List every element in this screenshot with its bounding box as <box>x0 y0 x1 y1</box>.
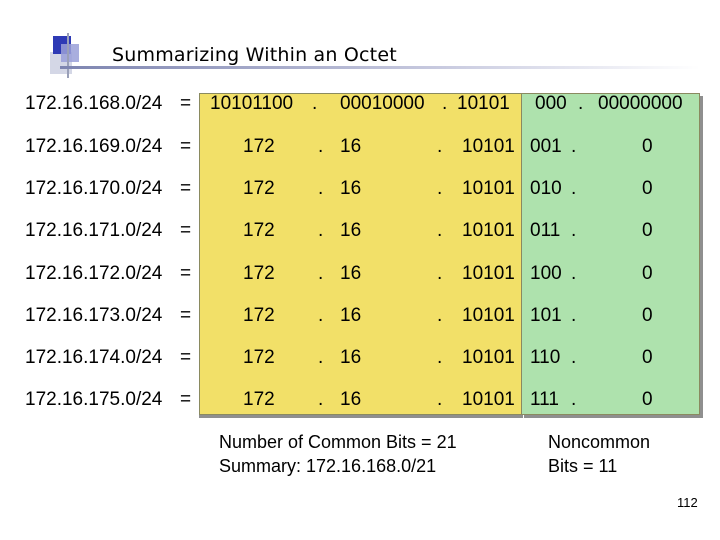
octet-1: 172 <box>243 220 275 242</box>
dot: . <box>571 178 577 200</box>
octet-3-common-bits: 10101 <box>462 220 515 242</box>
octet-3-noncommon-bits: 001 <box>530 136 562 157</box>
dot: . <box>571 347 577 368</box>
octet-1: 10101100 <box>210 93 294 114</box>
dot: . <box>571 220 577 242</box>
dot: . <box>437 220 443 242</box>
octet-2: 16 <box>340 304 362 326</box>
equals-sign: = <box>180 178 192 200</box>
address-row: 172.16.174.0/24 = 172. 16. 10101 110. 0 <box>0 347 720 377</box>
dot: . <box>318 220 324 242</box>
octet-3-common-bits: 10101 <box>462 262 515 284</box>
octet-1: 172 <box>243 347 275 368</box>
dot: . <box>312 93 318 114</box>
address-row: 172.16.169.0/24 = 172. 16. 10101 001. 0 <box>0 136 720 166</box>
octet-3-noncommon-bits: 010 <box>530 178 562 200</box>
octet-3-noncommon-bits: 011 <box>530 220 561 242</box>
network-address: 172.16.174.0/24 <box>25 347 163 368</box>
dot: . <box>437 262 443 284</box>
octet-4: 0 <box>642 347 653 368</box>
equals-sign: = <box>180 262 192 284</box>
octet-3-noncommon-bits: 101 <box>530 304 562 326</box>
address-row: 172.16.175.0/24 = 172. 16. 10101 111. 0 <box>0 389 720 419</box>
octet-3-noncommon-bits: 000 <box>535 93 567 114</box>
slide-logo <box>50 33 100 78</box>
summary-address-row: 172.16.168.0/24 = 10101100 . 00010000 . … <box>0 93 720 123</box>
octet-4: 0 <box>642 304 653 326</box>
dot: . <box>571 136 577 157</box>
network-address: 172.16.171.0/24 <box>25 220 163 242</box>
network-address: 172.16.172.0/24 <box>25 262 163 284</box>
octet-1: 172 <box>243 304 275 326</box>
octet-3-common-bits: 10101 <box>462 136 515 157</box>
noncommon-bits-note: Noncommon Bits = 11 <box>548 432 651 476</box>
octet-3-common-bits: 10101 <box>462 304 515 326</box>
equals-sign: = <box>180 304 192 326</box>
octet-2: 16 <box>340 389 362 411</box>
octet-3-noncommon-bits: 100 <box>530 262 562 284</box>
octet-1: 172 <box>243 262 275 284</box>
octet-2: 16 <box>340 136 362 157</box>
title-underline <box>60 66 700 69</box>
octet-1: 172 <box>243 178 275 200</box>
octet-2: 16 <box>340 347 362 368</box>
dot: . <box>437 304 443 326</box>
noncommon-bits-region <box>521 93 700 415</box>
equals-sign: = <box>180 347 192 368</box>
network-address: 172.16.175.0/24 <box>25 389 163 411</box>
octet-3-common-bits: 10101 <box>457 93 510 114</box>
dot: . <box>437 178 443 200</box>
octet-1: 172 <box>243 136 275 157</box>
address-row: 172.16.172.0/24 = 172. 16. 10101 100. 0 <box>0 263 720 293</box>
dot: . <box>437 389 443 411</box>
common-bits-region <box>199 93 523 415</box>
octet-2: 00010000 <box>340 93 425 114</box>
dot: . <box>571 304 577 326</box>
octet-3-common-bits: 10101 <box>462 389 515 411</box>
equals-sign: = <box>180 93 192 114</box>
octet-3-noncommon-bits: 111 <box>530 389 559 411</box>
address-row: 172.16.171.0/24 = 172. 16. 10101 011. 0 <box>0 220 720 250</box>
network-address: 172.16.168.0/24 <box>25 93 163 114</box>
octet-3-common-bits: 10101 <box>462 178 515 200</box>
address-row: 172.16.173.0/24 = 172. 16. 10101 101. 0 <box>0 305 720 335</box>
octet-3-common-bits: 10101 <box>462 347 515 368</box>
octet-4: 0 <box>642 389 653 411</box>
dot: . <box>437 347 443 368</box>
equals-sign: = <box>180 136 192 157</box>
dot: . <box>578 93 584 114</box>
octet-4: 0 <box>642 178 653 200</box>
equals-sign: = <box>180 220 192 242</box>
dot: . <box>318 136 324 157</box>
network-address: 172.16.170.0/24 <box>25 178 163 200</box>
octet-4: 0 <box>642 220 653 242</box>
octet-2: 16 <box>340 220 362 242</box>
dot: . <box>318 347 324 368</box>
dot: . <box>318 389 324 411</box>
octet-4: 0 <box>642 136 653 157</box>
octet-2: 16 <box>340 178 362 200</box>
dot: . <box>571 389 577 411</box>
dot: . <box>318 262 324 284</box>
dot: . <box>318 178 324 200</box>
octet-1: 172 <box>243 389 275 411</box>
common-bits-note: Number of Common Bits = 21 Summary: 172.… <box>219 432 457 476</box>
equals-sign: = <box>180 389 192 411</box>
octet-4: 00000000 <box>598 93 683 114</box>
dot: . <box>442 93 448 114</box>
dot: . <box>571 262 577 284</box>
dot: . <box>437 136 443 157</box>
octet-3-noncommon-bits: 110 <box>530 347 561 368</box>
dot: . <box>318 304 324 326</box>
octet-2: 16 <box>340 262 362 284</box>
network-address: 172.16.169.0/24 <box>25 136 163 157</box>
address-row: 172.16.170.0/24 = 172. 16. 10101 010. 0 <box>0 178 720 208</box>
octet-4: 0 <box>642 262 653 284</box>
slide-title: Summarizing Within an Octet <box>112 44 397 66</box>
page-number: 112 <box>677 495 698 510</box>
network-address: 172.16.173.0/24 <box>25 304 163 326</box>
